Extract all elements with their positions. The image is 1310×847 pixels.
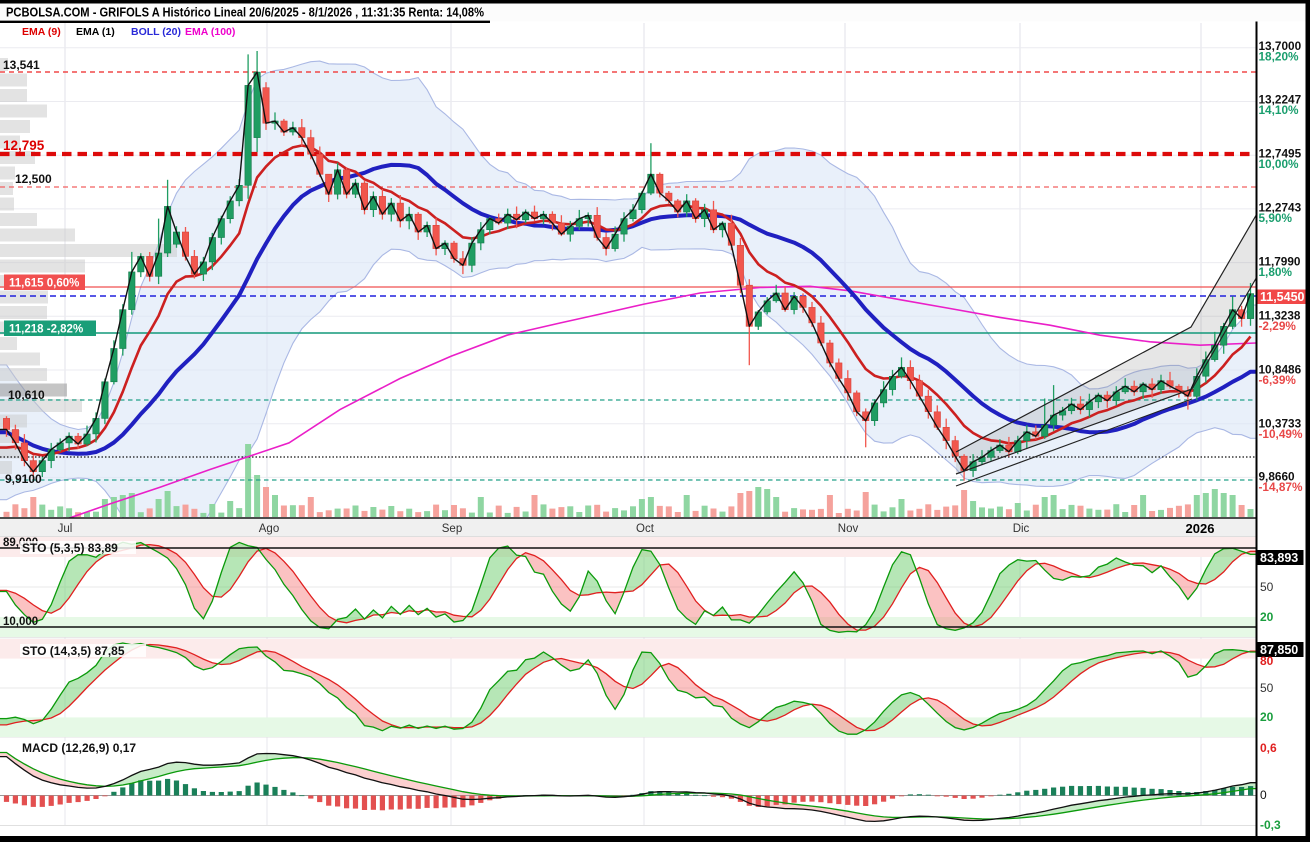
svg-text:Dic: Dic — [1013, 523, 1030, 535]
svg-text:11,218 -2,82%: 11,218 -2,82% — [9, 324, 83, 336]
svg-text:BOLL (20): BOLL (20) — [131, 26, 181, 38]
svg-text:13,541: 13,541 — [3, 58, 40, 72]
svg-text:STO (14,3,5) 87,85: STO (14,3,5) 87,85 — [22, 644, 125, 658]
svg-text:12,795: 12,795 — [3, 138, 45, 153]
svg-text:10,000: 10,000 — [3, 616, 38, 628]
svg-text:5,90%: 5,90% — [1259, 211, 1293, 225]
svg-text:80: 80 — [1260, 654, 1274, 668]
svg-text:EMA (100): EMA (100) — [185, 26, 235, 38]
svg-text:9,9100: 9,9100 — [5, 472, 42, 486]
svg-text:83,893: 83,893 — [1260, 551, 1298, 565]
svg-text:10,610: 10,610 — [8, 388, 45, 402]
svg-text:-0,3: -0,3 — [1260, 818, 1281, 832]
svg-text:Sep: Sep — [442, 523, 462, 535]
svg-text:EMA (9): EMA (9) — [22, 26, 61, 38]
svg-text:1,80%: 1,80% — [1259, 265, 1293, 279]
svg-text:0,6: 0,6 — [1260, 741, 1277, 755]
svg-text:-14,87%: -14,87% — [1259, 480, 1303, 494]
svg-text:-2,29%: -2,29% — [1259, 319, 1297, 333]
svg-text:-6,39%: -6,39% — [1259, 373, 1297, 387]
svg-text:EMA (1): EMA (1) — [76, 26, 115, 38]
svg-text:14,10%: 14,10% — [1259, 103, 1300, 117]
svg-text:50: 50 — [1260, 580, 1274, 594]
svg-text:10,00%: 10,00% — [1259, 157, 1300, 171]
svg-text:50: 50 — [1260, 681, 1274, 695]
svg-text:20: 20 — [1260, 610, 1274, 624]
svg-text:PCBOLSA.COM - GRIFOLS A Histór: PCBOLSA.COM - GRIFOLS A Histórico Lineal… — [6, 6, 484, 20]
svg-text:STO (5,3,5) 83,89: STO (5,3,5) 83,89 — [22, 541, 118, 555]
svg-text:MACD (12,26,9) 0,17: MACD (12,26,9) 0,17 — [22, 741, 136, 755]
svg-text:Ago: Ago — [259, 523, 279, 535]
svg-text:18,20%: 18,20% — [1259, 49, 1300, 63]
svg-text:11,5450: 11,5450 — [1260, 290, 1305, 304]
svg-text:Oct: Oct — [636, 523, 655, 535]
svg-text:2026: 2026 — [1186, 521, 1215, 536]
svg-text:Nov: Nov — [838, 523, 859, 535]
svg-text:Jul: Jul — [58, 523, 73, 535]
svg-text:12,500: 12,500 — [15, 172, 52, 186]
svg-text:11,615 0,60%: 11,615 0,60% — [9, 278, 79, 290]
svg-text:-10,49%: -10,49% — [1259, 427, 1303, 441]
svg-text:20: 20 — [1260, 710, 1274, 724]
svg-text:0: 0 — [1260, 788, 1267, 802]
